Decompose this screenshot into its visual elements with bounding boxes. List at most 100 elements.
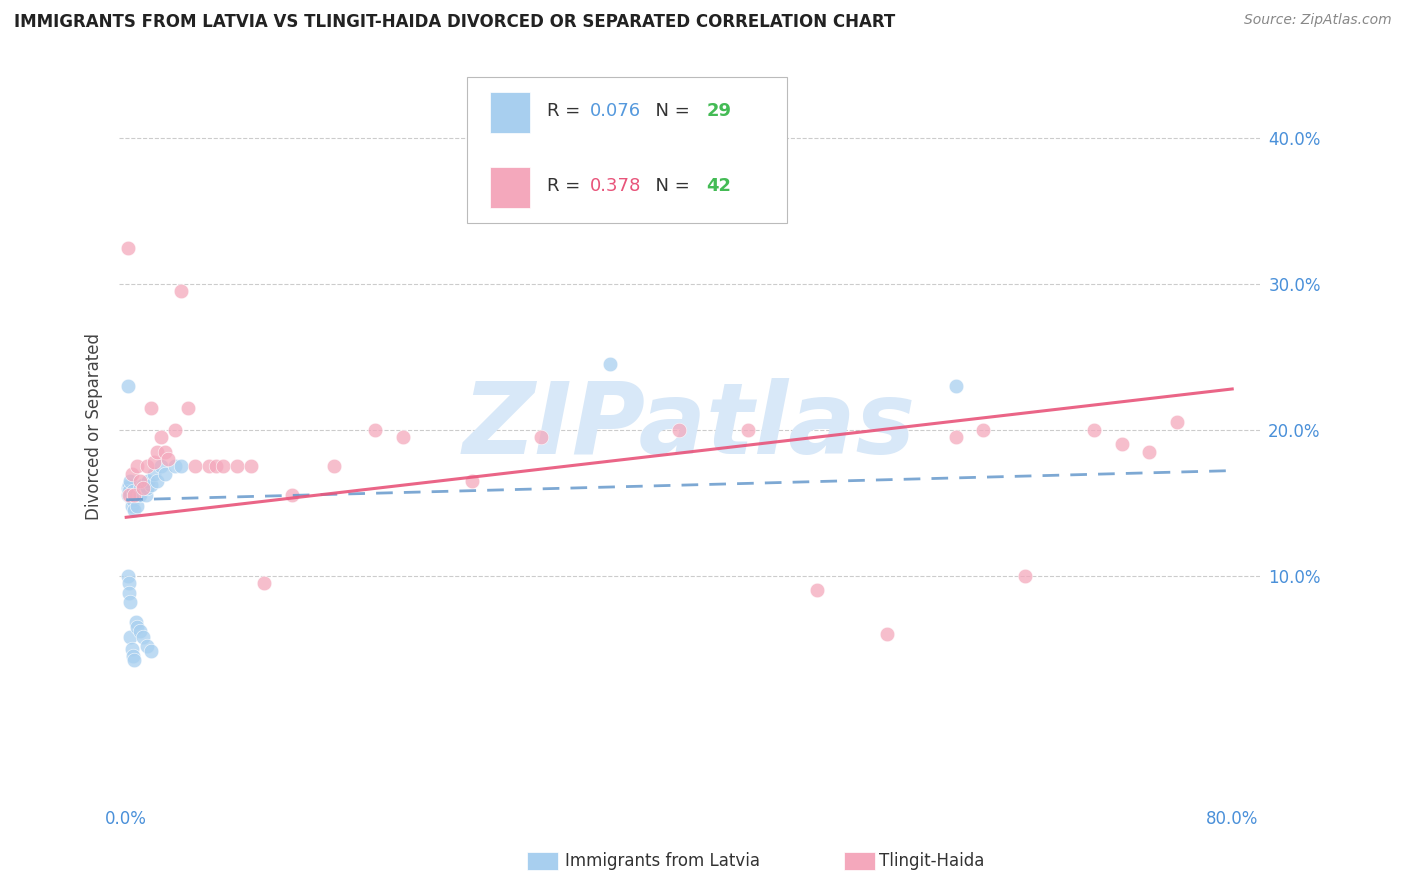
Point — [145, 444, 167, 458]
Point — [163, 459, 186, 474]
Point — [1083, 423, 1105, 437]
Point — [120, 630, 142, 644]
Point — [184, 459, 207, 474]
Point — [132, 630, 155, 644]
Point — [129, 481, 152, 495]
Text: ZIPatlas: ZIPatlas — [463, 377, 917, 475]
Point — [121, 492, 143, 507]
Bar — [489, 92, 530, 133]
Point — [149, 459, 172, 474]
Y-axis label: Divorced or Separated: Divorced or Separated — [86, 333, 103, 520]
Point — [177, 401, 200, 415]
Point — [128, 488, 150, 502]
Point — [170, 285, 193, 299]
Point — [156, 452, 179, 467]
Text: Immigrants from Latvia: Immigrants from Latvia — [565, 852, 761, 870]
Point — [120, 488, 142, 502]
Point — [599, 357, 621, 371]
Point — [1137, 444, 1160, 458]
Point — [121, 467, 143, 481]
Point — [364, 423, 387, 437]
Text: N =: N = — [644, 177, 696, 194]
Point — [120, 595, 142, 609]
Point — [132, 481, 155, 495]
Point — [170, 459, 193, 474]
Text: 0.076: 0.076 — [591, 102, 641, 120]
Point — [461, 474, 484, 488]
Point — [281, 488, 304, 502]
Point — [118, 483, 141, 498]
FancyBboxPatch shape — [467, 77, 786, 223]
Bar — [489, 167, 530, 209]
Point — [117, 568, 139, 582]
Point — [1111, 437, 1133, 451]
Point — [118, 488, 141, 502]
Point — [1014, 568, 1036, 582]
Point — [125, 488, 148, 502]
Point — [1166, 416, 1188, 430]
Point — [139, 401, 162, 415]
Point — [806, 583, 828, 598]
Point — [122, 492, 145, 507]
Point — [124, 503, 146, 517]
Point — [142, 467, 165, 481]
Point — [121, 499, 143, 513]
Text: Tlingit-Haida: Tlingit-Haida — [879, 852, 984, 870]
Point — [239, 459, 262, 474]
Point — [135, 459, 157, 474]
Point — [120, 474, 142, 488]
Text: R =: R = — [547, 102, 586, 120]
Point — [117, 379, 139, 393]
Point — [737, 423, 759, 437]
Point — [132, 478, 155, 492]
Point — [322, 459, 344, 474]
Point — [117, 481, 139, 495]
Point — [127, 459, 149, 474]
Point — [129, 624, 152, 638]
Point — [139, 478, 162, 492]
Point — [530, 430, 553, 444]
Point — [149, 430, 172, 444]
Point — [124, 653, 146, 667]
Point — [136, 474, 159, 488]
Text: 42: 42 — [707, 177, 731, 194]
Point — [127, 620, 149, 634]
Point — [118, 575, 141, 590]
Point — [945, 379, 967, 393]
Point — [124, 488, 146, 502]
Point — [391, 430, 413, 444]
Point — [163, 423, 186, 437]
Point — [135, 639, 157, 653]
Point — [668, 423, 690, 437]
Point — [153, 467, 176, 481]
Text: N =: N = — [644, 102, 696, 120]
Point — [212, 459, 235, 474]
Point — [142, 455, 165, 469]
Point — [121, 641, 143, 656]
Point — [125, 615, 148, 630]
Point — [117, 488, 139, 502]
Point — [129, 474, 152, 488]
Text: 29: 29 — [707, 102, 731, 120]
Point — [117, 240, 139, 254]
Point — [876, 627, 898, 641]
Point — [129, 488, 152, 502]
Point — [118, 586, 141, 600]
Point — [153, 444, 176, 458]
Point — [122, 483, 145, 498]
Point — [599, 168, 621, 182]
Point — [945, 430, 967, 444]
Text: 0.378: 0.378 — [591, 177, 641, 194]
Point — [253, 575, 276, 590]
Point — [135, 481, 157, 495]
Point — [225, 459, 247, 474]
Point — [198, 459, 221, 474]
Point — [972, 423, 994, 437]
Text: IMMIGRANTS FROM LATVIA VS TLINGIT-HAIDA DIVORCED OR SEPARATED CORRELATION CHART: IMMIGRANTS FROM LATVIA VS TLINGIT-HAIDA … — [14, 13, 896, 31]
Point — [118, 478, 141, 492]
Point — [127, 499, 149, 513]
Point — [135, 488, 157, 502]
Point — [139, 644, 162, 658]
Point — [145, 474, 167, 488]
Point — [205, 459, 228, 474]
